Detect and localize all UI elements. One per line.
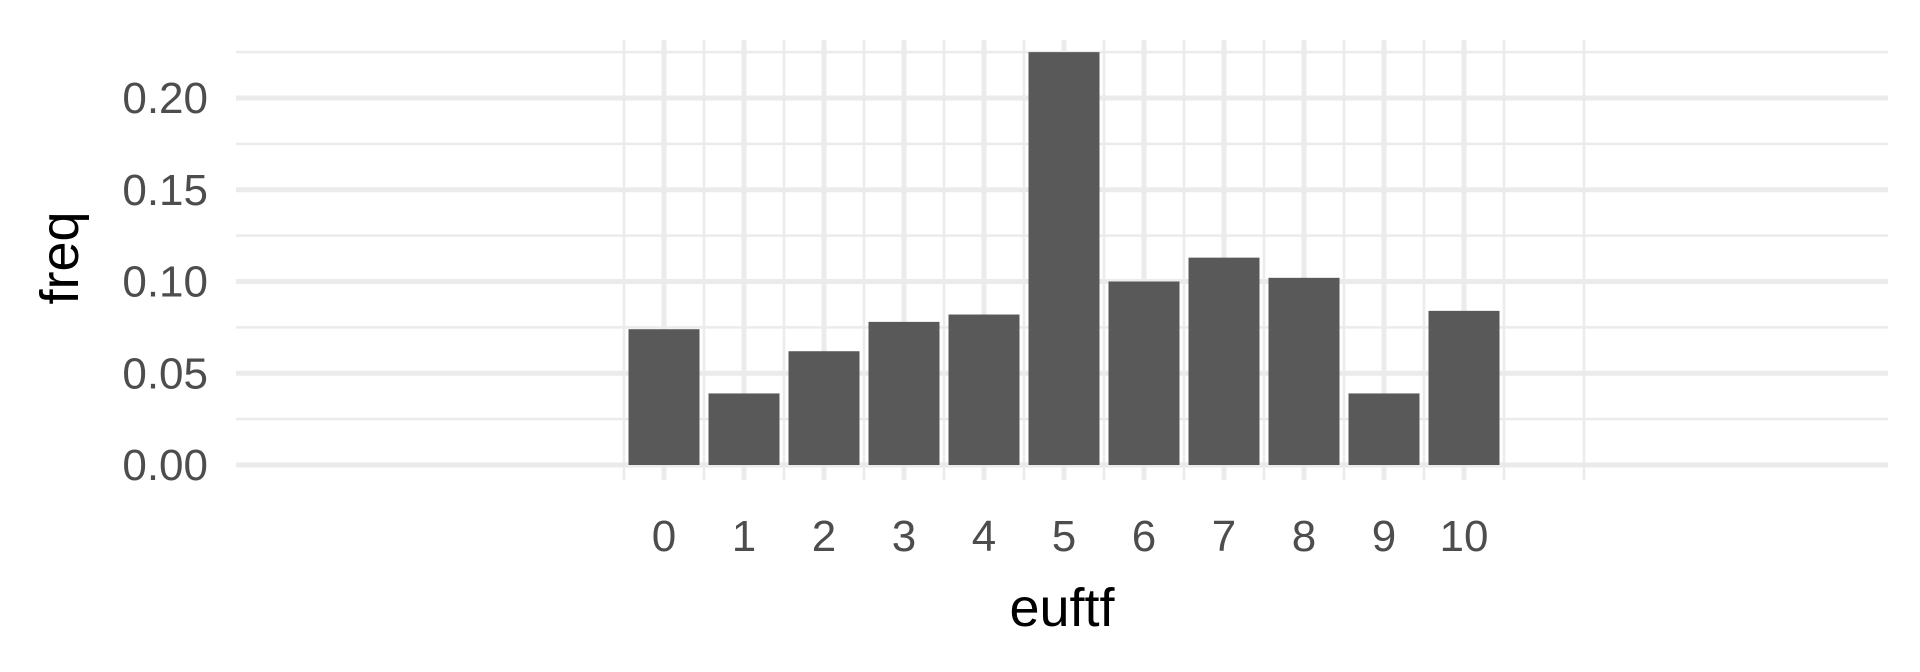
x-tick-label: 5 <box>1052 512 1076 561</box>
x-tick-label: 2 <box>812 512 836 561</box>
y-tick-label: 0.20 <box>122 74 208 123</box>
bar-5 <box>1028 52 1100 465</box>
x-tick-label: 4 <box>972 512 996 561</box>
x-axis-ticks: 0 1 2 3 4 5 6 7 8 9 10 <box>652 512 1489 561</box>
bar-10 <box>1428 310 1500 465</box>
y-axis-title: freq <box>30 211 90 304</box>
y-tick-label: 0.15 <box>122 166 208 215</box>
bars <box>628 52 1500 465</box>
x-tick-label: 1 <box>732 512 756 561</box>
y-axis-ticks: 0.00 0.05 0.10 0.15 0.20 <box>122 74 208 490</box>
bar-4 <box>948 314 1020 465</box>
x-tick-label: 9 <box>1372 512 1396 561</box>
x-tick-label: 8 <box>1292 512 1316 561</box>
x-tick-label: 6 <box>1132 512 1156 561</box>
y-tick-label: 0.10 <box>122 258 208 307</box>
bar-2 <box>788 351 860 465</box>
bar-1 <box>708 393 780 465</box>
x-axis-title: euftf <box>1009 578 1115 638</box>
bar-3 <box>868 321 940 465</box>
x-tick-label: 0 <box>652 512 676 561</box>
bar-7 <box>1188 257 1260 465</box>
x-tick-label: 3 <box>892 512 916 561</box>
bar-9 <box>1348 393 1420 465</box>
y-tick-label: 0.00 <box>122 441 208 490</box>
bar-6 <box>1108 281 1180 465</box>
bar-0 <box>628 329 700 465</box>
x-tick-label: 7 <box>1212 512 1236 561</box>
bar-8 <box>1268 277 1340 465</box>
y-tick-label: 0.05 <box>122 349 208 398</box>
x-tick-label: 10 <box>1440 512 1489 561</box>
